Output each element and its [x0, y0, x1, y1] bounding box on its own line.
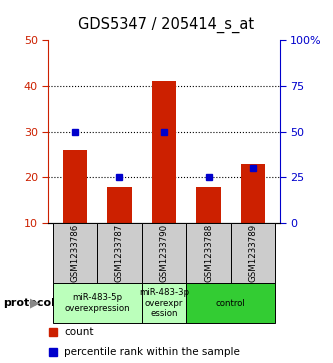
Bar: [63, 150, 87, 223]
Text: control: control: [216, 299, 246, 307]
Bar: [196, 187, 221, 223]
Bar: [97, 223, 142, 283]
Bar: [186, 223, 231, 283]
Bar: [53, 283, 142, 323]
Text: GSM1233788: GSM1233788: [204, 224, 213, 282]
Bar: [241, 164, 265, 223]
Bar: [142, 223, 186, 283]
Bar: [186, 283, 275, 323]
Text: GDS5347 / 205414_s_at: GDS5347 / 205414_s_at: [79, 16, 254, 33]
Bar: [152, 81, 176, 223]
Text: GSM1233790: GSM1233790: [160, 224, 168, 282]
Text: count: count: [65, 327, 94, 338]
Text: percentile rank within the sample: percentile rank within the sample: [65, 347, 240, 357]
Bar: [107, 187, 132, 223]
Bar: [53, 223, 97, 283]
Text: ▶: ▶: [30, 297, 40, 310]
Text: GSM1233786: GSM1233786: [71, 224, 80, 282]
Bar: [231, 223, 275, 283]
Text: GSM1233787: GSM1233787: [115, 224, 124, 282]
Text: protocol: protocol: [3, 298, 55, 308]
Text: GSM1233789: GSM1233789: [248, 224, 257, 282]
Text: miR-483-5p
overexpression: miR-483-5p overexpression: [64, 293, 130, 313]
Text: miR-483-3p
overexpr
ession: miR-483-3p overexpr ession: [139, 288, 189, 318]
Bar: [142, 283, 186, 323]
